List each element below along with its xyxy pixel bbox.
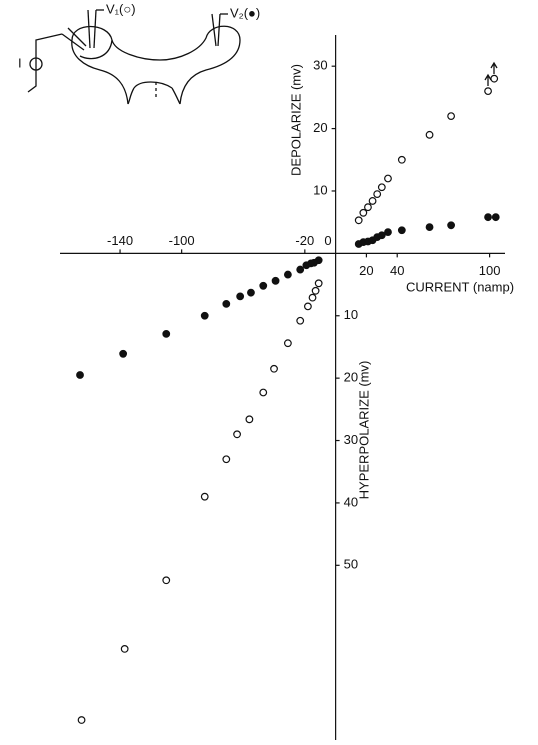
data-point [354, 216, 363, 225]
y-tick-label: 10 [344, 307, 358, 322]
data-point [447, 221, 456, 230]
x-tick-label: -20 [295, 233, 314, 248]
data-point [283, 270, 292, 279]
data-point [314, 279, 323, 288]
data-point [271, 276, 280, 285]
data-point [222, 455, 231, 464]
data-point [236, 292, 245, 301]
cell-diagram [27, 9, 241, 105]
y-tick-label: 20 [313, 120, 327, 135]
data-point [484, 87, 492, 96]
data-point [259, 388, 268, 397]
data-point [270, 364, 278, 373]
data-point [308, 293, 317, 302]
x-tick-label: -100 [169, 233, 195, 248]
data-point [296, 265, 305, 274]
y-tick-label: 10 [313, 182, 327, 197]
data-point [397, 226, 406, 235]
y-axis-label: DEPOLARIZE (mv) [288, 64, 303, 176]
data-point [162, 329, 171, 338]
arrow [484, 61, 498, 86]
data-point [247, 288, 255, 297]
y-axis-label-negative: HYPERPOLARIZE (mv) [356, 361, 371, 500]
data-point [119, 349, 128, 358]
y-tick-label: 20 [344, 370, 358, 385]
data-point [162, 576, 171, 585]
data-point [491, 213, 500, 222]
data-point [373, 190, 382, 198]
v2-label: V₂(●) [230, 5, 260, 20]
data-point [368, 197, 377, 205]
data-point [384, 174, 392, 183]
data-point [259, 281, 268, 290]
data-point [359, 208, 368, 217]
data-point [364, 203, 372, 212]
data-point [302, 261, 311, 270]
y-tick-label: 30 [313, 58, 327, 73]
data-point [490, 74, 499, 83]
v1-label: V₁(○) [106, 1, 136, 16]
data-point [200, 311, 209, 320]
y-tick-label: 30 [344, 432, 358, 447]
data-point [397, 155, 406, 164]
data-point [425, 223, 434, 232]
x-axis-label: CURRENT (namp) [406, 279, 514, 294]
data-point [384, 228, 392, 237]
data-point [447, 112, 456, 121]
data-point [296, 316, 305, 325]
data-point [377, 231, 386, 240]
x-tick-label: 20 [359, 263, 373, 278]
data-point [77, 716, 86, 724]
data-point [76, 371, 84, 379]
data-point [304, 302, 312, 311]
data-point [311, 286, 320, 295]
data-point [120, 645, 129, 653]
x-tick-label: 40 [390, 263, 404, 278]
y-tick-label: 40 [344, 494, 358, 509]
data-point [245, 415, 254, 424]
data-point [283, 339, 292, 348]
y-tick-label: 50 [344, 557, 358, 572]
data-point [222, 299, 231, 308]
data-point [233, 430, 241, 439]
data-point [484, 213, 492, 222]
x-tick-label: 0 [324, 233, 331, 248]
x-tick-label: 100 [479, 263, 501, 278]
source-label: I [18, 55, 22, 70]
data-point [425, 130, 434, 139]
x-tick-label: -140 [107, 233, 133, 248]
data-point [200, 492, 209, 501]
data-point [377, 183, 386, 192]
